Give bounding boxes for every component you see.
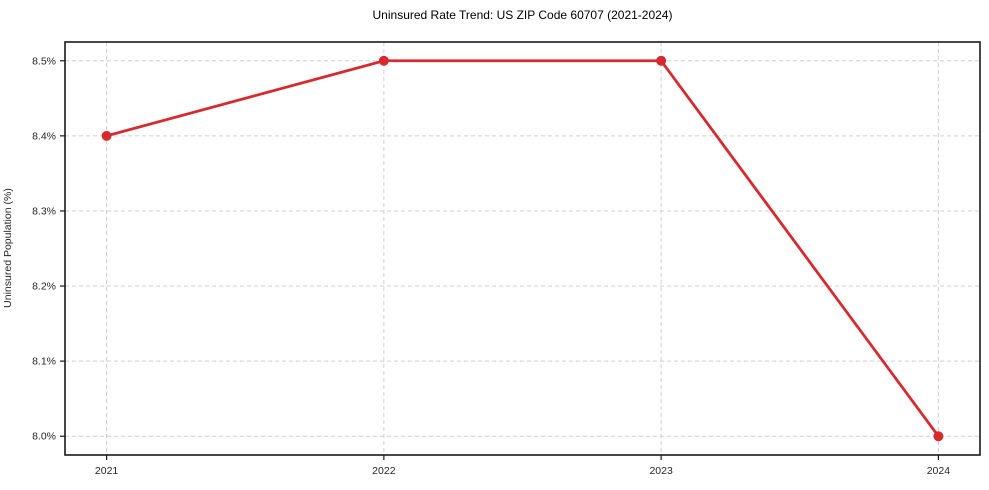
y-tick-label: 8.2% — [32, 281, 56, 293]
y-tick-label: 8.5% — [32, 55, 56, 67]
chart-title: Uninsured Rate Trend: US ZIP Code 60707 … — [372, 8, 673, 22]
data-point-marker — [378, 55, 389, 66]
y-tick-label: 8.0% — [32, 431, 56, 443]
data-point-marker — [656, 55, 667, 66]
x-tick-label: 2021 — [95, 465, 119, 477]
trend-line — [106, 59, 940, 438]
data-point-marker — [101, 130, 112, 141]
x-tick-label: 2022 — [372, 465, 396, 477]
y-tick-label: 8.3% — [32, 205, 56, 217]
axis-frame — [64, 41, 981, 456]
y-tick-label: 8.4% — [32, 130, 56, 142]
x-tick-label: 2024 — [927, 465, 951, 477]
data-point-marker — [933, 431, 944, 442]
y-tick-label: 8.1% — [32, 356, 56, 368]
x-tick-label: 2023 — [649, 465, 673, 477]
